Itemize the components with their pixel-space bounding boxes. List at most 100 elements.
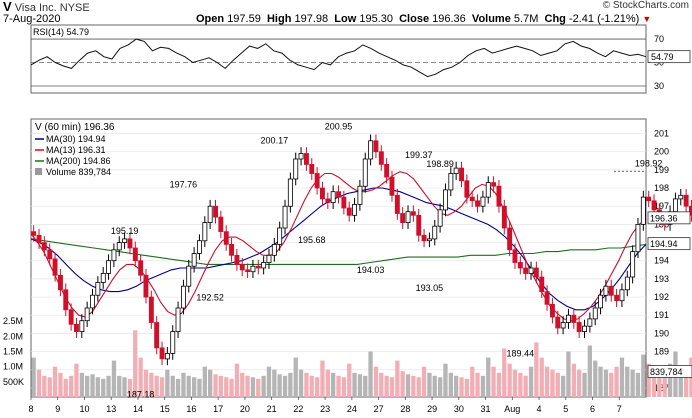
volume-bar (539, 357, 544, 397)
candle-body (234, 254, 240, 265)
volume-bar (416, 377, 421, 397)
volume-bar (293, 357, 298, 397)
candle-body (175, 307, 181, 333)
x-tick-label: 29 (427, 404, 437, 414)
volume-bar (475, 372, 480, 398)
ma13-line (30, 171, 647, 322)
candle-body (352, 203, 357, 216)
candle-body (689, 205, 692, 216)
candle-body (90, 294, 95, 309)
x-tick-label: 6 (590, 404, 595, 414)
candle-body (384, 163, 390, 178)
volume-bar (561, 375, 566, 397)
high-label: High (266, 13, 292, 25)
candle-body (47, 249, 53, 260)
candle-body (373, 140, 379, 153)
candle-body (646, 196, 652, 202)
quote-date: 7-Aug-2020 (3, 13, 61, 25)
candle-body (303, 153, 309, 165)
volume-bar (512, 369, 518, 397)
price-annotation: 195.68 (298, 235, 326, 245)
volume-bar (250, 377, 256, 397)
volume-bar (571, 363, 576, 397)
volume-bar (149, 372, 154, 398)
candle-body (405, 211, 411, 223)
volume-bar (684, 369, 689, 397)
candle-body (164, 352, 170, 360)
candle-body (143, 274, 149, 298)
volume-bar (341, 377, 346, 397)
volume-bar (159, 377, 165, 397)
volume-bar (143, 369, 149, 397)
volume-bar (256, 378, 261, 397)
price-tick-label: 197 (654, 201, 669, 211)
price-value: 196.36 (650, 213, 678, 223)
candle-body (336, 191, 341, 198)
candle-body (266, 254, 272, 264)
candle-body (678, 194, 684, 200)
rsi-frame (30, 24, 647, 94)
volume-bar (85, 375, 90, 397)
price-tick-label: 190 (654, 328, 669, 338)
legend-entry: MA(200) 194.86 (46, 156, 111, 166)
ma-value: 194.94 (650, 239, 678, 249)
candle-body (651, 200, 657, 211)
volume-bar (491, 366, 496, 397)
candle-body (127, 238, 133, 249)
legend-entry: MA(13) 196.31 (46, 145, 106, 155)
volume-bar (528, 366, 534, 397)
volume-bar (74, 363, 79, 397)
volume-bar (240, 372, 245, 398)
price-annotation: 200.17 (261, 136, 289, 146)
volume-bar (421, 366, 427, 397)
volume-bar (555, 372, 560, 398)
candle-body (138, 260, 144, 276)
volume-bar (368, 351, 373, 397)
volume-bar (587, 345, 592, 397)
symbol-title: V Visa Inc. NYSE (3, 0, 90, 14)
price-annotation: 189.44 (507, 349, 535, 359)
volume-bar (325, 369, 330, 397)
volume-bar (550, 369, 555, 397)
candle-body (555, 316, 561, 329)
candle-body (298, 153, 304, 160)
volume-bar (448, 372, 453, 398)
volume-bar (470, 366, 475, 397)
volume-bar (651, 366, 657, 397)
volume-bar (229, 378, 234, 397)
volume-bar (657, 369, 662, 397)
candle-body (154, 322, 160, 349)
volume-bar (427, 372, 432, 398)
volume-bar (614, 366, 619, 397)
x-tick-label: 13 (106, 404, 116, 414)
candle-body (41, 242, 47, 251)
volume-bar (111, 360, 117, 397)
price-tick-label: 194 (654, 256, 669, 266)
price-tick-label: 191 (654, 310, 669, 320)
volume-bar (667, 363, 673, 397)
candle-body (271, 243, 277, 256)
volume-bar (213, 374, 218, 397)
volume-bar (641, 354, 646, 397)
ohlc-bar: Open 197.59 High 197.98 Low 195.30 Close… (196, 13, 651, 25)
candle-body (517, 262, 523, 269)
x-tick-label: 9 (55, 404, 60, 414)
volume-bar (234, 363, 240, 397)
candle-body (544, 291, 550, 305)
candle-body (421, 234, 427, 242)
volume-bar (47, 377, 52, 397)
candle-body (362, 158, 368, 187)
candle-body (180, 285, 186, 309)
x-tick-label: 22 (293, 404, 303, 414)
candle-body (630, 251, 636, 278)
volume-bar (625, 366, 630, 397)
volume-bar (459, 377, 464, 397)
volume-bar (544, 366, 550, 397)
candle-body (277, 227, 283, 245)
candle-body (485, 182, 491, 198)
volume-bar (58, 372, 63, 398)
price-annotation: 198.92 (635, 158, 663, 168)
volume-bar (496, 372, 502, 398)
candle-body (148, 296, 154, 323)
volume-bar (90, 374, 95, 397)
